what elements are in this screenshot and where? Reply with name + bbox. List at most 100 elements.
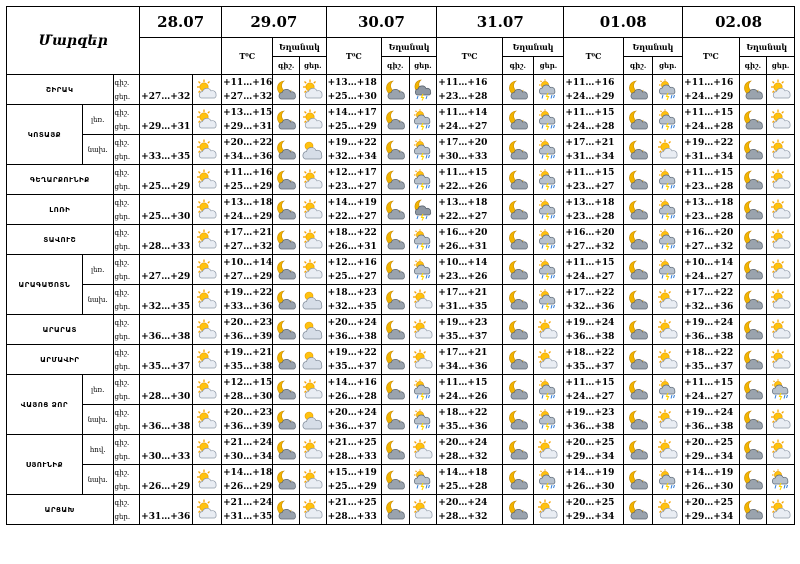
sun-cloud-icon (298, 464, 327, 495)
sun-cloud-icon-graphic (302, 79, 323, 98)
table-row: ԼՈՌԻ գիշ. ցեր. +25…+30 +13…+18 +24…+29 +14…+1… (6, 194, 795, 225)
moon-cloud-icon (501, 344, 534, 375)
temp-cell-day: +35…+37 (565, 361, 615, 372)
sun-rain-icon (408, 254, 438, 285)
temp-cell-night: +20…+25 (684, 497, 734, 508)
moon-cloud-icon (622, 464, 654, 495)
sun-cloud-icon-graphic (302, 109, 323, 128)
temp-cell-day: +34…+36 (223, 151, 273, 162)
temp-cell: +20…+25 +29…+34 (682, 434, 740, 465)
moon-cloud-icon (501, 434, 534, 465)
sun-rain-icon (652, 104, 684, 135)
sun-cloud-icon-graphic (302, 229, 323, 248)
moon-cloud-icon-graphic (629, 500, 648, 519)
sun-rain-icon (408, 224, 438, 255)
region-name: ԱՐՄԱՎԻՐ (6, 344, 114, 375)
moon-cloud-icon-graphic (277, 170, 296, 189)
temp-cell: +20…+22 +34…+36 (221, 134, 274, 165)
temp-cell: +13…+15 +29…+31 (221, 104, 274, 135)
temp-cell-day: +25…+29 (327, 481, 377, 492)
moon-cloud-icon (501, 254, 534, 285)
sun-cloud-icon (192, 224, 223, 255)
day-header: ցեր. (298, 56, 327, 75)
sun-cloud-icon (766, 224, 795, 255)
temp-cell-night: +20…+22 (223, 137, 273, 148)
sun-cloud-icon-graphic (538, 319, 558, 338)
temp-cell-night: +20…+24 (438, 497, 488, 508)
temp-cell-night: +20…+24 (438, 437, 488, 448)
sun-cloud-icon (408, 344, 438, 375)
temp-cell: +20…+24 +36…+37 (325, 404, 382, 435)
temp-cell: +11…+15 +24…+28 (682, 104, 740, 135)
moon-cloud-icon (622, 374, 654, 405)
temp-spacer (141, 256, 192, 270)
sun-cloud-icon (298, 374, 327, 405)
moon-cloud-icon (501, 374, 534, 405)
sun-rain-icon-graphic (658, 78, 676, 100)
moon-cloud-icon-graphic (629, 200, 648, 219)
moon-cloud-icon-graphic (744, 380, 763, 399)
temp-cell: +11…+16 +24…+29 (563, 74, 624, 105)
moon-cloud-icon (622, 224, 654, 255)
sun-cloud-icon-graphic (770, 139, 791, 158)
moon-cloud-icon (272, 464, 300, 495)
temp-cell: +19…+22 +35…+37 (325, 344, 382, 375)
row-labels-day: ցեր. (114, 422, 131, 431)
sun-rain-icon-graphic (539, 378, 556, 400)
sun-cloud-big-icon-graphic (302, 141, 323, 159)
moon-cloud-icon-graphic (744, 140, 763, 159)
temp-cell-day: +32…+34 (327, 151, 377, 162)
moon-cloud-icon (738, 284, 768, 315)
temp-spacer (141, 496, 192, 510)
region-name: ԳԵՂԱՐՔՈՒՆԻՔ (6, 164, 114, 195)
sun-cloud-icon (298, 104, 327, 135)
night-header: գիշ. (272, 56, 300, 75)
temp-cell-night: +11…+14 (438, 107, 488, 118)
moon-cloud-icon (501, 194, 534, 225)
sun-cloud-icon-graphic (197, 439, 217, 458)
date-header-5: 02.08 (682, 6, 795, 38)
moon-cloud-icon (501, 74, 534, 105)
row-labels-day: ցեր. (114, 302, 131, 311)
temp-cell: +18…+22 +35…+37 (682, 344, 740, 375)
sun-rain-icon (652, 194, 684, 225)
temp-cell-night: +11…+16 (223, 167, 273, 178)
temp-cell-night: +11…+15 (438, 377, 488, 388)
temp-cell-day: +24…+27 (438, 121, 488, 132)
temp-cell-day: +35…+36 (438, 421, 488, 432)
temp-cell-day: +31…+34 (684, 151, 734, 162)
temp-header: T⁰C (436, 37, 503, 75)
row-labels-night: գիշ. (114, 438, 130, 447)
sun-cloud-big-icon-graphic (302, 291, 323, 309)
temp-28-07-day: +25…+30 (141, 211, 191, 222)
temp-spacer (141, 136, 192, 150)
temp-cell-night: +11…+15 (565, 377, 615, 388)
sun-rain-icon (652, 74, 684, 105)
altitude-label: նախ. (81, 404, 114, 435)
temp-cell-night: +19…+22 (684, 137, 734, 148)
row-labels-day: ցեր. (114, 362, 131, 371)
sun-cloud-icon-graphic (302, 259, 323, 278)
sun-rain-icon (532, 464, 565, 495)
sun-rain-icon-graphic (539, 258, 556, 280)
temp-cell-night: +11…+15 (438, 167, 488, 178)
temp-28-07-day: +36…+38 (141, 421, 191, 432)
temp-cell-day: +28…+32 (438, 511, 488, 522)
row-labels-night: գիշ. (114, 138, 130, 147)
sun-cloud-icon (192, 194, 223, 225)
temp-cell-night: +10…+14 (684, 257, 734, 268)
temp-cell-day: +36…+38 (684, 331, 734, 342)
sun-cloud-icon (766, 74, 795, 105)
temp-cell-night: +12…+16 (327, 257, 377, 268)
sun-cloud-icon (298, 224, 327, 255)
sun-cloud-icon-graphic (197, 199, 217, 218)
forecast-body: ՇԻՐԱԿ գիշ. ցեր. +27…+32 +11…+16 +27…+32 +13…+… (6, 74, 795, 525)
temp-cell-night: +11…+16 (565, 77, 615, 88)
temp-cell-night: +14…+17 (327, 107, 377, 118)
temp-28-07: +29…+31 (139, 104, 194, 135)
temp-cell: +13…+18 +23…+28 (682, 194, 740, 225)
date-header-0: 28.07 (139, 6, 223, 38)
temp-cell-night: +13…+18 (684, 197, 734, 208)
temp-cell-night: +21…+24 (223, 497, 273, 508)
day-header: ցեր. (652, 56, 684, 75)
